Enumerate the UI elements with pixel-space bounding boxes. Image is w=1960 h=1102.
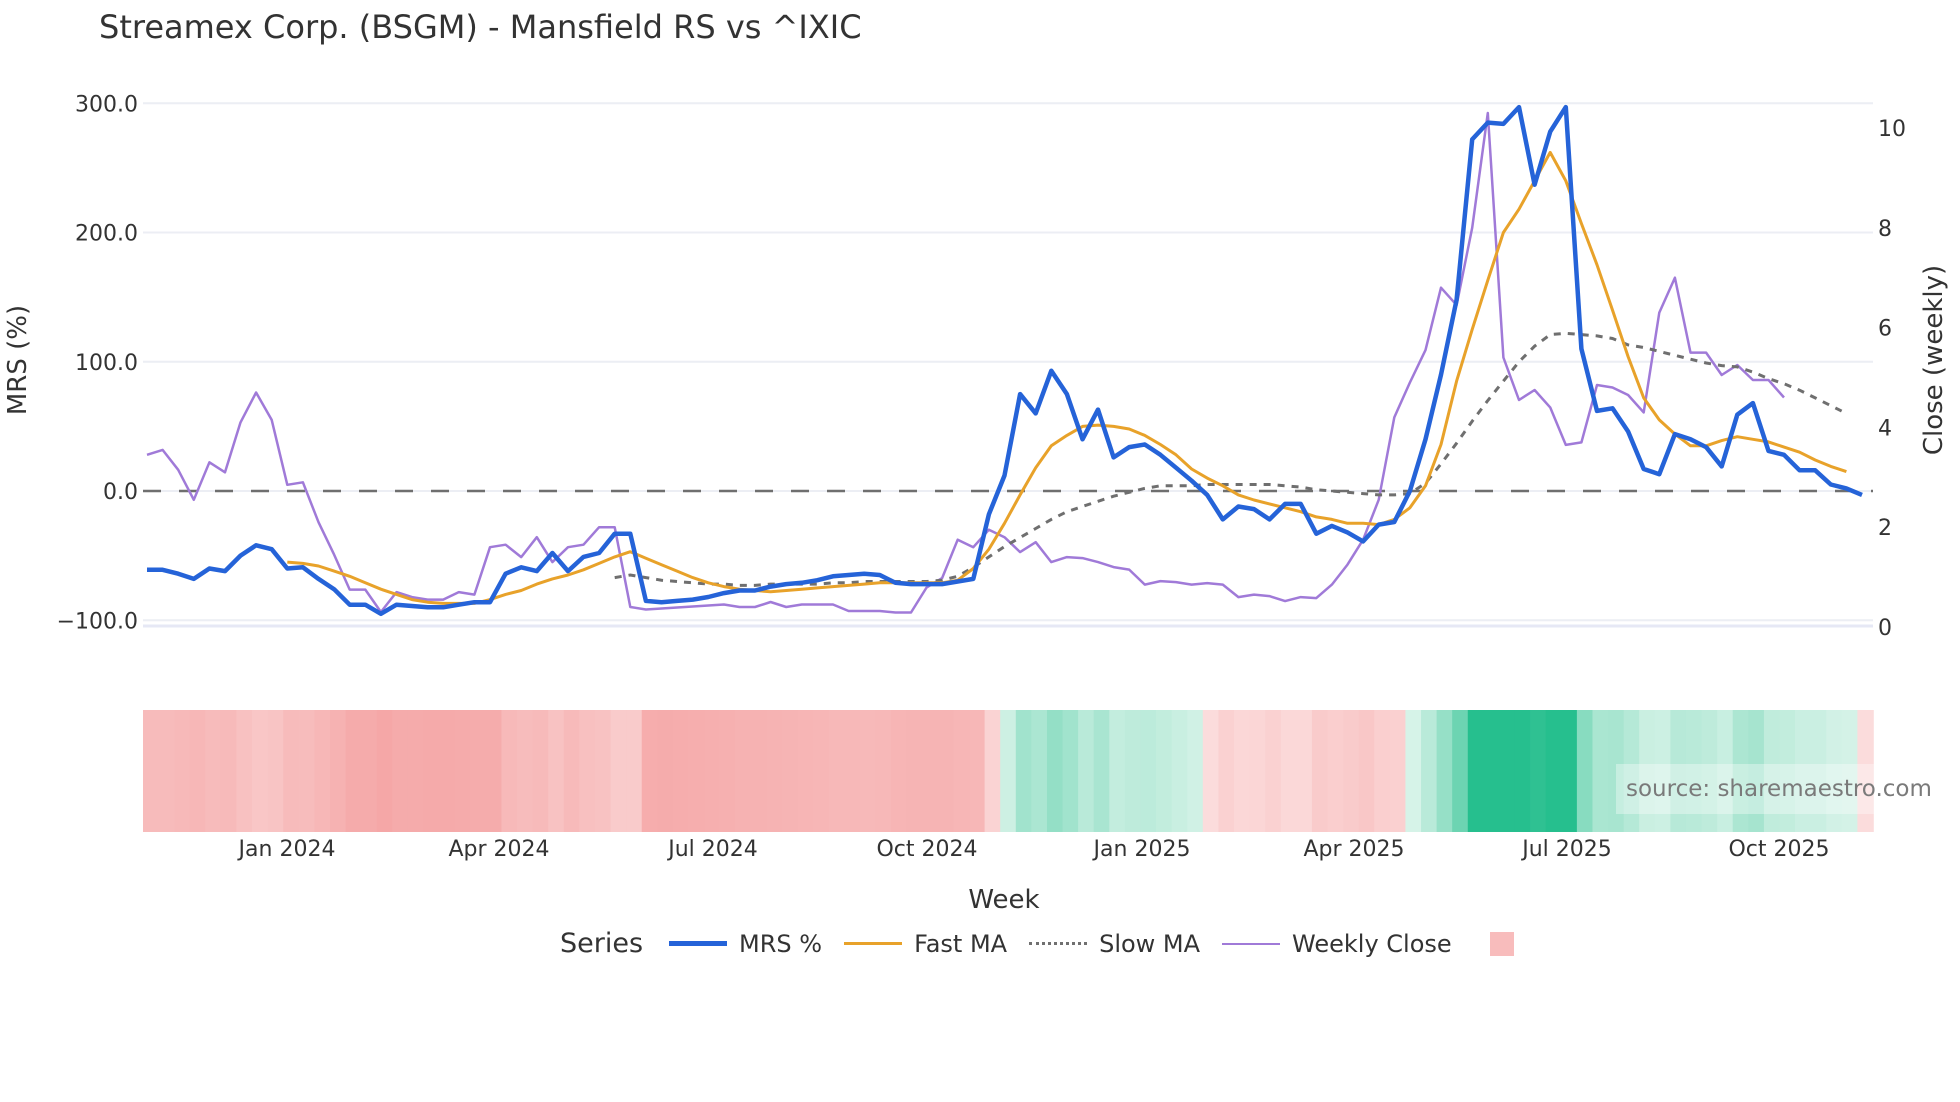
mrs-heatmap-strip <box>143 710 1874 832</box>
legend-item-fast-ma[interactable]: Fast MA <box>844 930 1007 958</box>
gridlines <box>143 102 1873 628</box>
right-tick-label: 10 <box>1878 117 1906 142</box>
x-tick-label: Oct 2025 <box>1728 837 1829 862</box>
legend-title: Series <box>560 928 644 959</box>
right-axis-title: Close (weekly) <box>1919 265 1949 455</box>
x-tick-label: Jan 2024 <box>237 837 336 862</box>
chart-title: Streamex Corp. (BSGM) - Mansfield RS vs … <box>99 8 862 46</box>
right-tick-label: 0 <box>1878 616 1892 641</box>
solid-line-icon <box>844 942 903 945</box>
dotted-line-icon <box>1029 942 1088 945</box>
legend-item-slow-ma[interactable]: Slow MA <box>1029 930 1200 958</box>
x-tick-label: Apr 2025 <box>1303 837 1404 862</box>
solid-line-icon <box>1222 942 1281 945</box>
left-axis-ticks: 300.0 200.0 100.0 0.0 −100.0 <box>57 92 138 634</box>
left-tick-label: 300.0 <box>75 92 138 117</box>
x-tick-label: Oct 2024 <box>876 837 977 862</box>
legend-item-mrs[interactable]: MRS % <box>669 930 822 958</box>
color-box-icon <box>1489 931 1514 956</box>
x-tick-label: Jul 2024 <box>666 837 758 862</box>
left-tick-label: −100.0 <box>57 609 138 634</box>
source-note: source: sharemaestro.com <box>1616 764 1956 814</box>
fast-ma-line <box>287 150 1847 605</box>
right-tick-label: 2 <box>1878 516 1892 541</box>
legend: Series MRS % Fast MA Slow MA Weekly Clos… <box>560 928 1536 959</box>
right-tick-label: 4 <box>1878 416 1892 441</box>
left-tick-label: 200.0 <box>75 222 138 247</box>
legend-item-weekly-close[interactable]: Weekly Close <box>1222 930 1452 958</box>
left-tick-label: 0.0 <box>103 480 138 505</box>
series-lines <box>146 104 1863 617</box>
mrs-line <box>147 104 1863 617</box>
right-tick-label: 8 <box>1878 217 1892 242</box>
x-axis-title: Week <box>968 885 1039 915</box>
x-axis-ticks: Jan 2024 Apr 2024 Jul 2024 Oct 2024 Jan 2025… <box>237 837 1830 862</box>
right-axis-ticks: 10 8 6 4 2 0 <box>1878 117 1906 641</box>
legend-item-heatmap[interactable] <box>1474 931 1514 956</box>
slow-ma-line <box>614 331 1848 587</box>
left-axis-title: MRS (%) <box>3 305 33 415</box>
weekly-close-line <box>146 111 1785 614</box>
x-tick-label: Jul 2025 <box>1520 837 1612 862</box>
x-tick-label: Jan 2025 <box>1092 837 1191 862</box>
solid-line-icon <box>669 941 728 946</box>
right-tick-label: 6 <box>1878 317 1892 342</box>
left-tick-label: 100.0 <box>75 351 138 376</box>
x-tick-label: Apr 2024 <box>448 837 549 862</box>
